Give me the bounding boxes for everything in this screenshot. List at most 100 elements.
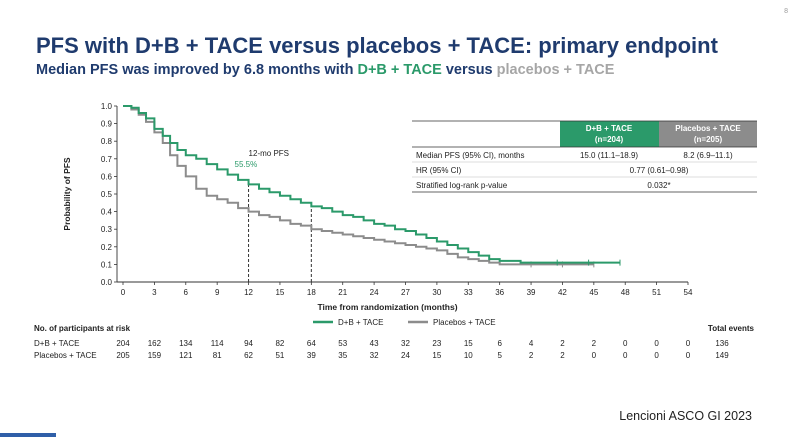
risk-count: 2: [560, 351, 565, 360]
header-arm2-line1: Placebos + TACE: [675, 124, 741, 133]
x-tick-label: 0: [121, 288, 126, 297]
annotation-value: 55.5%: [235, 160, 258, 169]
risk-total-arm1: 136: [715, 339, 729, 348]
row-hr-value: 0.77 (0.61–0.98): [630, 166, 689, 175]
risk-count: 23: [432, 339, 441, 348]
risk-count: 5: [497, 351, 502, 360]
risk-count: 6: [497, 339, 502, 348]
y-axis-label: Probability of PFS: [62, 157, 72, 231]
x-tick-label: 30: [432, 288, 441, 297]
risk-count: 2: [560, 339, 565, 348]
risk-count: 51: [275, 351, 284, 360]
header-arm1-line2: (n=204): [595, 135, 624, 144]
risk-count: 35: [338, 351, 347, 360]
risk-count: 0: [623, 351, 628, 360]
risk-count: 134: [179, 339, 193, 348]
stats-table: D+B + TACE (n=204) Placebos + TACE (n=20…: [412, 120, 757, 193]
x-tick-label: 3: [152, 288, 157, 297]
reference-lines: [248, 184, 312, 282]
x-tick-label: 24: [370, 288, 379, 297]
risk-row-label-arm2: Placebos + TACE: [34, 351, 97, 360]
slide-subtitle: Median PFS was improved by 6.8 months wi…: [36, 62, 614, 78]
risk-total-arm2: 149: [715, 351, 729, 360]
y-tick-label: 0.8: [101, 137, 113, 146]
y-tick-label: 0.4: [101, 208, 113, 217]
legend-label-arm2: Placebos + TACE: [433, 318, 496, 327]
y-tick-label: 0.6: [101, 172, 113, 181]
x-axis-label: Time from randomization (months): [317, 302, 457, 312]
header-arm2-bg: [659, 121, 757, 147]
subtitle-arm2: placebos + TACE: [496, 62, 615, 78]
header-arm1-bg: [560, 121, 659, 147]
subtitle-mid: versus: [441, 62, 497, 78]
x-tick-label: 48: [621, 288, 630, 297]
y-tick-label: 0.1: [101, 260, 113, 269]
citation: Lencioni ASCO GI 2023: [619, 409, 752, 423]
km-curves: [123, 105, 621, 268]
risk-count: 162: [148, 339, 162, 348]
risk-count: 4: [529, 339, 534, 348]
slide-number: 8: [784, 8, 788, 15]
risk-count: 62: [244, 351, 253, 360]
risk-count: 53: [338, 339, 347, 348]
x-tick-label: 33: [464, 288, 473, 297]
risk-table-title: No. of participants at risk: [34, 324, 131, 333]
km-curve-arm1: [123, 105, 620, 264]
x-tick-label: 9: [215, 288, 220, 297]
x-tick-label: 18: [307, 288, 316, 297]
x-tick-label: 36: [495, 288, 504, 297]
y-tick-label: 0.5: [101, 190, 113, 199]
km-curve-arm2: [123, 105, 594, 266]
row-median-arm2: 8.2 (6.9–11.1): [683, 151, 733, 160]
subtitle-arm1: D+B + TACE: [357, 62, 442, 78]
risk-row-label-arm1: D+B + TACE: [34, 339, 80, 348]
x-tick-label: 27: [401, 288, 410, 297]
corner-accent: [0, 433, 56, 437]
risk-table: No. of participants at risk Total events…: [34, 324, 755, 360]
risk-count: 81: [213, 351, 222, 360]
risk-count: 32: [370, 351, 379, 360]
row-median-arm1: 15.0 (11.1–18.9): [580, 151, 638, 160]
y-tick-label: 1.0: [101, 102, 113, 111]
risk-count: 32: [401, 339, 410, 348]
x-tick-label: 54: [684, 288, 693, 297]
row-hr-label: HR (95% CI): [416, 166, 462, 175]
risk-count: 114: [211, 339, 224, 348]
x-tick-label: 51: [652, 288, 661, 297]
y-tick-label: 0.2: [101, 243, 113, 252]
y-tick-label: 0.9: [101, 120, 113, 129]
x-tick-label: 12: [244, 288, 253, 297]
risk-count: 43: [370, 339, 379, 348]
risk-count: 64: [307, 339, 316, 348]
risk-count: 2: [529, 351, 534, 360]
header-arm2-line2: (n=205): [694, 135, 723, 144]
risk-count: 0: [686, 339, 691, 348]
slide-title: PFS with D+B + TACE versus placebos + TA…: [36, 33, 718, 58]
x-tick-label: 6: [184, 288, 189, 297]
x-tick-label: 45: [589, 288, 598, 297]
risk-count: 82: [275, 339, 284, 348]
x-tick-label: 39: [527, 288, 536, 297]
row-pvalue-label: Stratified log-rank p-value: [416, 181, 508, 190]
annotation-label: 12-mo PFS: [249, 149, 289, 158]
row-median-label: Median PFS (95% CI), months: [416, 151, 524, 160]
risk-table-total-header: Total events: [708, 324, 755, 333]
risk-count: 39: [307, 351, 316, 360]
x-tick-label: 42: [558, 288, 567, 297]
chart-axes: 0 3 6 9 12 15 18 21 24 27 30 33 36 39 42 45 48 51 540.00.1…: [101, 102, 693, 297]
risk-count: 24: [401, 351, 410, 360]
row-pvalue-value: 0.032*: [647, 181, 670, 190]
risk-count: 159: [148, 351, 162, 360]
risk-count: 204: [116, 339, 130, 348]
header-arm1-line1: D+B + TACE: [586, 124, 633, 133]
risk-count: 15: [464, 339, 473, 348]
annotation-12mo: 12-mo PFS 55.5%: [235, 149, 289, 169]
risk-count: 0: [686, 351, 691, 360]
risk-count: 0: [654, 339, 659, 348]
legend-label-arm1: D+B + TACE: [338, 318, 384, 327]
x-tick-label: 15: [275, 288, 284, 297]
risk-count: 205: [116, 351, 130, 360]
y-tick-label: 0.7: [101, 155, 113, 164]
risk-count: 121: [179, 351, 193, 360]
